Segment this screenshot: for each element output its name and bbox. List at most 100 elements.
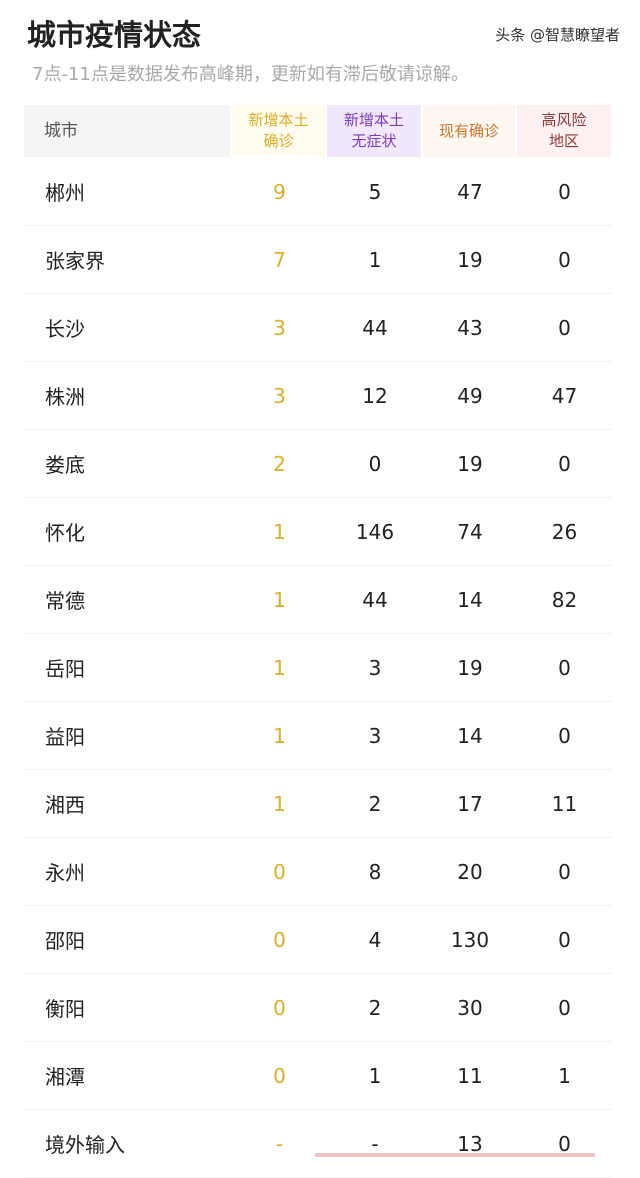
new-local-confirmed-cell: 9 [273,179,286,204]
city-name-cell: 境外输入 [45,1133,125,1157]
high-risk-areas-cell: 0 [558,315,571,340]
city-name-cell: 张家界 [45,249,105,273]
table-row[interactable]: 益阳 1 3 14 0 [24,702,612,770]
table-row[interactable]: 岳阳 1 3 19 0 [24,634,612,702]
current-confirmed-cell: 49 [457,383,483,408]
city-name-cell: 邵阳 [45,929,85,953]
current-confirmed-cell: 11 [457,1063,483,1088]
new-local-asymptomatic-cell: 1 [368,247,382,272]
table-row[interactable]: 邵阳 0 4 130 0 [24,906,612,974]
high-risk-areas-cell: 0 [558,247,571,272]
new-local-asymptomatic-cell: 4 [368,927,382,952]
new-local-confirmed-cell: 0 [273,995,286,1020]
bottom-bar [315,1153,595,1157]
new-local-asymptomatic-cell: 3 [368,723,382,748]
city-name-cell: 岳阳 [45,657,85,681]
current-confirmed-cell: 47 [457,179,483,204]
city-name-cell: 湘潭 [45,1065,85,1089]
city-name-cell: 益阳 [45,725,85,749]
new-local-asymptomatic-cell: - [371,1131,379,1156]
city-name-cell: 株洲 [45,385,85,409]
new-local-asymptomatic-cell: 12 [362,383,388,408]
city-name-cell: 长沙 [45,317,85,341]
table-row[interactable]: 怀化 1 146 74 26 [24,498,612,566]
new-local-asymptomatic-cell: 44 [362,315,388,340]
current-confirmed-cell: 14 [457,587,483,612]
high-risk-areas-cell: 0 [558,1131,571,1156]
table-row[interactable]: 长沙 3 44 43 0 [24,294,612,362]
city-name-cell: 永州 [45,861,85,885]
new-local-confirmed-cell: 1 [273,791,286,816]
new-local-confirmed-cell: 7 [273,247,286,272]
high-risk-areas-cell: 1 [558,1063,571,1088]
high-risk-areas-cell: 0 [558,859,571,884]
page-title: 城市疫情状态 [27,18,202,52]
table-row[interactable]: 衡阳 0 2 30 0 [24,974,612,1042]
high-risk-areas-cell: 82 [551,587,578,612]
current-confirmed-cell: 74 [457,519,483,544]
city-name-cell: 郴州 [45,181,85,205]
table-row[interactable]: 常德 1 44 14 82 [24,566,612,634]
table-row[interactable]: 境外输入 - - 13 0 [24,1110,612,1178]
new-local-asymptomatic-cell: 1 [368,1063,382,1088]
new-local-asymptomatic-cell: 146 [355,519,395,544]
current-confirmed-cell: 19 [457,451,483,476]
table-row[interactable]: 株洲 3 12 49 47 [24,362,612,430]
current-confirmed-cell: 19 [457,655,483,680]
new-local-confirmed-cell: 3 [273,315,286,340]
current-confirmed-cell: 130 [450,927,490,952]
high-risk-areas-cell: 0 [558,995,571,1020]
new-local-confirmed-cell: 0 [273,927,286,952]
city-name-cell: 怀化 [45,521,85,545]
high-risk-areas-cell: 0 [558,723,571,748]
new-local-confirmed-cell: 1 [273,655,286,680]
header-new-local-asymptomatic[interactable]: 新增本土 无症状 [327,105,421,157]
current-confirmed-cell: 14 [457,723,483,748]
new-local-asymptomatic-cell: 0 [368,451,382,476]
new-local-confirmed-cell: 3 [273,383,286,408]
new-local-asymptomatic-cell: 8 [368,859,382,884]
new-local-asymptomatic-cell: 5 [368,179,382,204]
table-row[interactable]: 张家界 7 1 19 0 [24,226,612,294]
header-current-confirmed[interactable]: 现有确诊 [423,105,515,157]
new-local-confirmed-cell: 1 [273,519,286,544]
new-local-confirmed-cell: - [275,1131,284,1156]
header-city[interactable]: 城市 [24,105,230,157]
high-risk-areas-cell: 0 [558,179,571,204]
high-risk-areas-cell: 0 [558,927,571,952]
watermark: 头条 @智慧瞭望者 [495,26,620,44]
current-confirmed-cell: 43 [457,315,483,340]
new-local-asymptomatic-cell: 2 [368,791,382,816]
high-risk-areas-cell: 0 [558,451,571,476]
high-risk-areas-cell: 47 [551,383,578,408]
city-name-cell: 娄底 [45,453,85,477]
table-row[interactable]: 湘潭 0 1 11 1 [24,1042,612,1110]
city-name-cell: 常德 [45,589,85,613]
current-confirmed-cell: 13 [457,1131,483,1156]
table-row[interactable]: 永州 0 8 20 0 [24,838,612,906]
table-header: 城市 新增本土 确诊 新增本土 无症状 现有确诊 高风险 地区 [24,105,612,157]
new-local-confirmed-cell: 1 [273,587,286,612]
header-high-risk-areas[interactable]: 高风险 地区 [517,105,611,157]
current-confirmed-cell: 19 [457,247,483,272]
table-row[interactable]: 湘西 1 2 17 11 [24,770,612,838]
high-risk-areas-cell: 26 [551,519,578,544]
new-local-confirmed-cell: 0 [273,1063,286,1088]
new-local-asymptomatic-cell: 44 [362,587,388,612]
new-local-confirmed-cell: 0 [273,859,286,884]
table-row[interactable]: 郴州 9 5 47 0 [24,158,612,226]
high-risk-areas-cell: 0 [558,655,571,680]
city-table: 郴州 9 5 47 0 张家界 7 1 19 0 长沙 3 44 43 0 株洲 3 12 49 47 娄底 2 0 19 0 怀… [24,158,612,1178]
header-new-local-confirmed[interactable]: 新增本土 确诊 [232,105,325,157]
new-local-confirmed-cell: 1 [273,723,286,748]
new-local-asymptomatic-cell: 3 [368,655,382,680]
current-confirmed-cell: 20 [457,859,483,884]
current-confirmed-cell: 30 [457,995,483,1020]
high-risk-areas-cell: 11 [551,791,578,816]
city-name-cell: 湘西 [45,793,85,817]
new-local-confirmed-cell: 2 [273,451,286,476]
page-subtitle: 7点-11点是数据发布高峰期，更新如有滞后敬请谅解。 [32,64,469,85]
table-row[interactable]: 娄底 2 0 19 0 [24,430,612,498]
city-name-cell: 衡阳 [45,997,85,1021]
new-local-asymptomatic-cell: 2 [368,995,382,1020]
